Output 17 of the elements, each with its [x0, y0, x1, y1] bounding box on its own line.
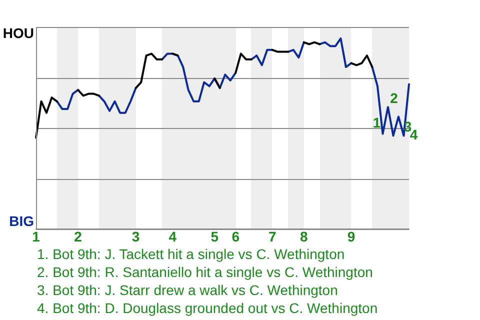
text: HOU	[2, 24, 34, 41]
x-tick-label: 2	[74, 228, 82, 244]
text: 4. Bot 9th: D. Douglass grounded out vs C. Wethington	[37, 299, 378, 317]
x-tick-label: 1	[32, 228, 40, 244]
text: 3. Bot 9th: J. Starr drew a walk vs C. Wethington	[37, 281, 339, 299]
text: BIG	[9, 213, 34, 230]
x-tick-label: 7	[268, 228, 277, 244]
x-tick-label: 4	[168, 228, 177, 244]
x-tick-label: 8	[300, 228, 308, 244]
annotation: 2	[390, 90, 398, 106]
x-tick-label: 9	[347, 228, 356, 244]
text: 2. Bot 9th: R. Santaniello hit a single vs C. Wethington	[37, 263, 374, 281]
x-tick-label: 5	[210, 228, 219, 244]
x-tick-label: 3	[132, 228, 140, 244]
annotation: 1	[372, 114, 381, 131]
text: 1. Bot 9th: J. Tackett hit a single vs C. Wethington	[37, 245, 346, 263]
x-tick-label: 6	[232, 228, 240, 244]
